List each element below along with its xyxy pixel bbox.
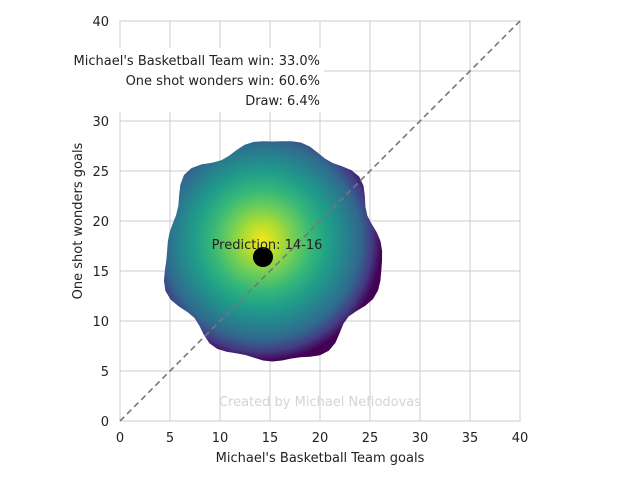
prediction-point <box>253 247 273 267</box>
prediction-label: Prediction: 14-16 <box>212 238 323 253</box>
y-axis-label: One shot wonders goals <box>71 142 86 299</box>
x-tick-label: 10 <box>212 431 229 446</box>
x-axis-label: Michael's Basketball Team goals <box>216 451 425 466</box>
y-tick-label: 20 <box>92 215 109 230</box>
diagonal-dashed-line <box>119 20 521 422</box>
annotation-line-home-win: Michael's Basketball Team win: 33.0% <box>74 54 320 69</box>
x-tick-label: 25 <box>362 431 379 446</box>
y-tick-label: 5 <box>101 365 109 380</box>
y-tick-label: 40 <box>92 15 109 30</box>
watermark: Created by Michael Nefiodovas <box>219 395 421 410</box>
win-probability-annotation: Michael's Basketball Team win: 33.0% One… <box>52 48 324 112</box>
y-tick-label: 15 <box>92 265 109 280</box>
y-tick-label: 25 <box>92 165 109 180</box>
y-tick-label: 0 <box>101 415 109 430</box>
x-tick-label: 35 <box>462 431 479 446</box>
y-tick-label: 30 <box>92 115 109 130</box>
plot-border <box>119 20 521 422</box>
x-tick-label: 30 <box>412 431 429 446</box>
plot-frame <box>119 20 521 422</box>
density-blob <box>163 141 383 362</box>
y-tick-label: 10 <box>92 315 109 330</box>
annotation-line-draw: Draw: 6.4% <box>245 94 320 109</box>
x-tick-label: 15 <box>262 431 279 446</box>
annotation-background <box>52 48 324 112</box>
annotation-line-away-win: One shot wonders win: 60.6% <box>126 74 320 89</box>
x-tick-label: 40 <box>512 431 529 446</box>
x-tick-label: 20 <box>312 431 329 446</box>
x-tick-label: 0 <box>116 431 124 446</box>
x-tick-label: 5 <box>166 431 174 446</box>
x-tick-labels: 0 5 10 15 20 25 30 35 40 <box>116 431 528 446</box>
